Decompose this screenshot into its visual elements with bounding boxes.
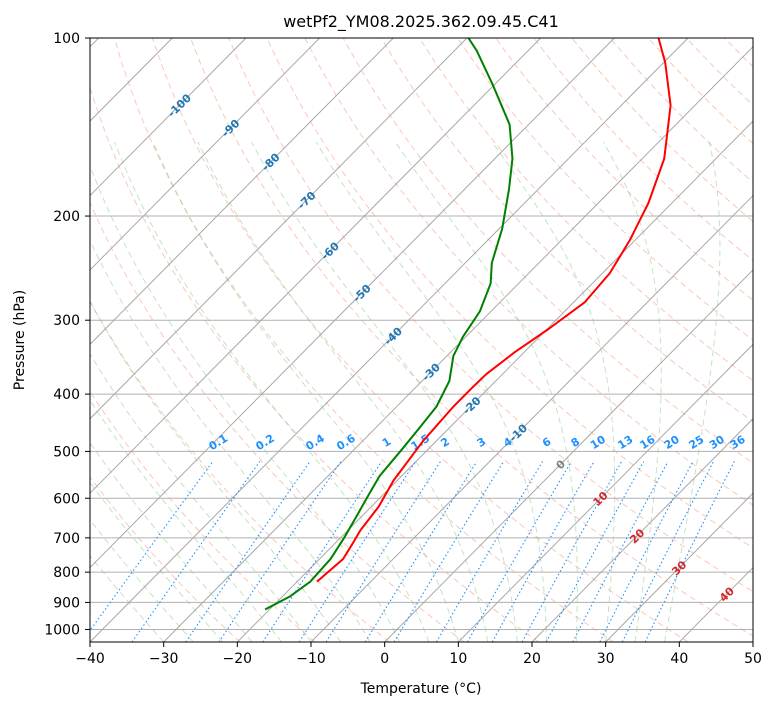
x-tick-label: −40 (75, 651, 105, 667)
plot-frame (89, 37, 754, 643)
y-tick-label: 1000 (44, 622, 80, 638)
y-tick-label: 300 (53, 313, 80, 329)
y-tick-label: 900 (53, 595, 80, 611)
x-tick-label: −10 (296, 651, 326, 667)
dewpoint-profile-line (264, 38, 514, 611)
x-tick-label: 20 (523, 651, 541, 667)
axes: −40 −30 −20 −10 0 10 20 30 40 50 100 200 300 400 500 60… (44, 31, 762, 667)
isotherm-line (605, 492, 753, 642)
x-tick-label: −20 (223, 651, 253, 667)
isotherm-line (236, 120, 753, 642)
isotherm-line (163, 46, 753, 642)
mixing-ratio-line (364, 461, 478, 642)
dry-adiabat-line (90, 476, 241, 642)
x-tick-label: 40 (670, 651, 688, 667)
mixing-ratio-line (572, 461, 669, 642)
y-tick-label: 200 (53, 209, 80, 225)
mixing-ratio-line (262, 461, 383, 642)
y-tick-label: 700 (53, 531, 80, 547)
y-tick-label: 600 (53, 491, 80, 507)
dry-adiabat-line (90, 300, 390, 642)
dry-adiabat-line (90, 390, 316, 642)
y-axis-label: Pressure (hPa) (12, 290, 28, 390)
dry-adiabat-line (266, 38, 753, 549)
dry-adiabat-line (342, 38, 753, 464)
x-axis-label: Temperature (°C) (360, 681, 482, 697)
mixing-ratio-line (218, 461, 342, 642)
dry-adiabat-line (90, 201, 465, 642)
mixing-ratio-line (621, 461, 714, 642)
dry-adiabat-line (228, 38, 753, 593)
dry-adiabat-line (151, 38, 689, 642)
isotherm-line (90, 38, 394, 346)
mixing-ratio-line (325, 461, 441, 642)
isotherm-line (90, 38, 615, 569)
isotherm-line (531, 418, 753, 642)
dry-adiabat-line (380, 38, 753, 423)
isotherm-line (457, 343, 753, 642)
isotherm-line (90, 38, 468, 420)
x-tick-label: −30 (149, 651, 179, 667)
y-tick-label: 800 (53, 565, 80, 581)
y-tick-label: 100 (53, 31, 80, 47)
y-tick-label: 400 (53, 387, 80, 403)
isotherm-line (384, 269, 753, 642)
y-tick-label: 500 (53, 444, 80, 460)
mixing-ratio-line (467, 461, 572, 642)
mixing-ratio-line (521, 461, 623, 642)
mixing-ratio-line (298, 461, 417, 642)
isotherm-line (310, 194, 753, 642)
chart-title: wetPf2_YM08.2025.362.09.45.C41 (283, 12, 559, 32)
x-tick-label: 50 (744, 651, 762, 667)
mixing-ratio-line (644, 461, 735, 642)
mixing-ratio-line (599, 461, 694, 642)
dry-adiabat-line (90, 86, 540, 642)
isotherm-line (90, 38, 247, 197)
mixing-ratio-line (491, 461, 595, 642)
mixing-ratio-line (545, 461, 645, 642)
x-tick-label: 30 (597, 651, 615, 667)
mixing-ratio-line (90, 461, 214, 632)
temperature-profile-line (316, 38, 672, 583)
x-tick-label: 10 (449, 651, 467, 667)
isotherm-line (90, 38, 320, 271)
dry-adiabat-line (113, 38, 614, 642)
dry-adiabat-line (304, 38, 753, 506)
isotherm-line (90, 38, 541, 494)
x-tick-label: 0 (380, 651, 389, 667)
isotherm-line (90, 38, 689, 642)
